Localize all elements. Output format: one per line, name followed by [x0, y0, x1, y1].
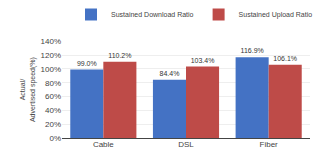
svg-text:60%: 60%: [45, 92, 61, 101]
svg-text:106.1%: 106.1%: [273, 55, 297, 62]
svg-text:40%: 40%: [45, 106, 61, 115]
svg-text:120%: 120%: [41, 51, 61, 60]
svg-text:Actual/Advertised speed(%): Actual/Advertised speed(%): [19, 57, 36, 122]
svg-text:116.9%: 116.9%: [241, 47, 264, 54]
svg-text:DSL: DSL: [178, 140, 194, 149]
svg-text:0%: 0%: [49, 134, 61, 143]
svg-text:Fiber: Fiber: [260, 140, 279, 149]
svg-text:Cable: Cable: [93, 140, 114, 149]
svg-text:99.0%: 99.0%: [77, 60, 97, 67]
svg-text:110.2%: 110.2%: [108, 52, 131, 59]
svg-text:Sustained Download Ratio: Sustained Download Ratio: [111, 11, 194, 18]
svg-text:20%: 20%: [45, 120, 61, 129]
svg-text:100%: 100%: [41, 65, 61, 74]
svg-text:103.4%: 103.4%: [191, 57, 215, 64]
svg-text:140%: 140%: [41, 37, 61, 46]
svg-text:Sustained Upload Ratio: Sustained Upload Ratio: [239, 11, 313, 19]
svg-text:80%: 80%: [45, 78, 61, 87]
svg-text:84.4%: 84.4%: [160, 70, 180, 77]
